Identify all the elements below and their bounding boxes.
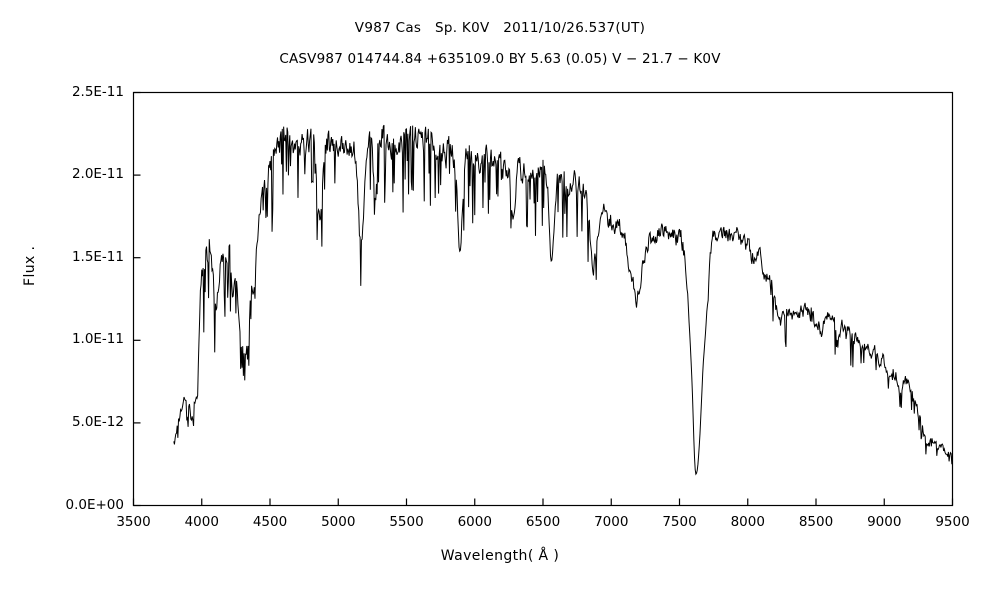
x-tick-label: 3500 bbox=[116, 513, 151, 530]
x-tick-label: 4000 bbox=[184, 513, 219, 530]
y-tick-label: 2.0E-11 bbox=[71, 166, 124, 183]
y-tick-label: 0.0E+00 bbox=[65, 496, 125, 513]
x-tick-label: 7000 bbox=[594, 513, 629, 530]
spectrum-curve bbox=[173, 124, 953, 476]
x-tick-label: 9000 bbox=[867, 513, 902, 530]
x-tick-label: 6500 bbox=[525, 513, 561, 530]
x-tick-label: 7500 bbox=[662, 513, 697, 530]
x-tick-label: 5000 bbox=[321, 513, 356, 530]
x-tick-label: 9500 bbox=[935, 513, 970, 530]
y-axis-title: Flux . bbox=[22, 245, 38, 286]
y-tick-label: 1.5E-11 bbox=[71, 248, 124, 265]
x-tick-label: 8500 bbox=[798, 513, 834, 530]
plot-frame bbox=[132, 91, 954, 507]
y-tick-label: 2.5E-11 bbox=[71, 83, 124, 100]
x-tick-label: 4500 bbox=[252, 513, 288, 530]
x-tick-label: 6000 bbox=[457, 513, 492, 530]
x-tick-label: 5500 bbox=[389, 513, 424, 530]
y-tick-label: 5.0E-12 bbox=[71, 413, 124, 430]
y-tick-label: 1.0E-11 bbox=[71, 331, 124, 348]
axis-ticks bbox=[132, 91, 954, 507]
x-axis-title: Wavelength( Å ) bbox=[440, 548, 560, 564]
x-tick-label: 8000 bbox=[730, 513, 765, 530]
